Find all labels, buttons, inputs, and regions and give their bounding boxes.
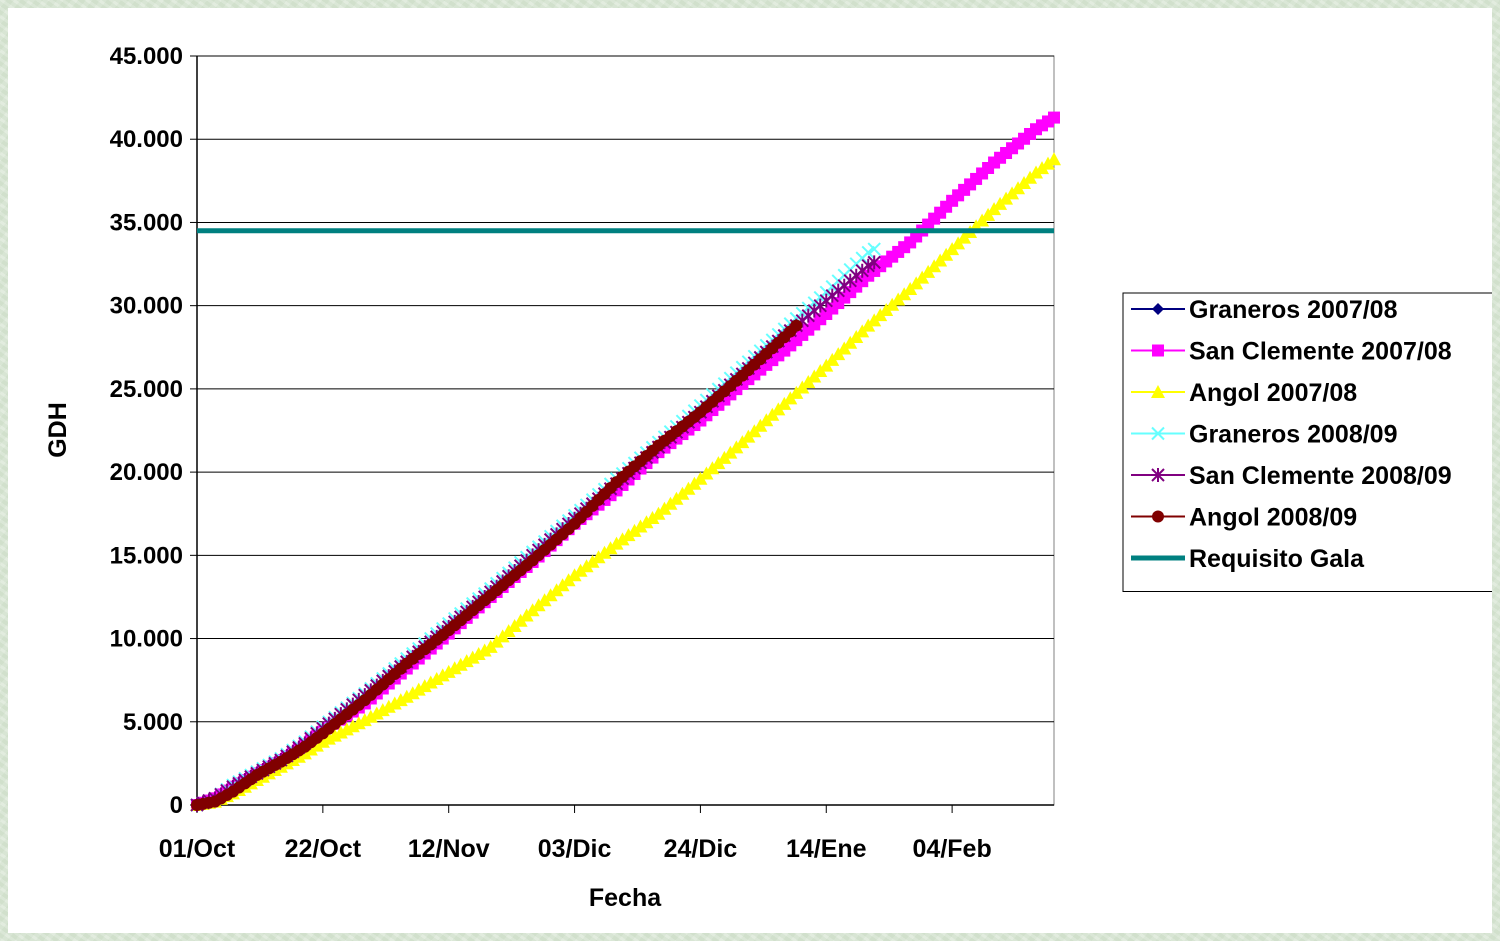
data-point [615, 532, 630, 546]
x-axis-label: Fecha [589, 884, 662, 912]
data-point [573, 563, 588, 577]
data-point [1029, 165, 1044, 179]
data-point [1041, 156, 1056, 170]
legend-marker [1151, 468, 1165, 482]
legend-box [1122, 292, 1500, 592]
data-point [453, 657, 468, 671]
legend-item: Angol 2008/09 [1131, 504, 1357, 532]
data-point [591, 550, 606, 564]
data-point [459, 654, 474, 668]
legend-label: Graneros 2008/09 [1189, 421, 1397, 449]
legend-label: Angol 2008/09 [1189, 504, 1357, 532]
gridlines [197, 55, 1054, 723]
data-point [867, 242, 881, 256]
x-axis: 01/Oct 22/Oct 12/Nov 03/Dic 24/Dic 14/Ene 04/F… [159, 804, 1054, 863]
legend-item: San Clemente 2007/08 [1131, 338, 1452, 366]
data-point [357, 713, 372, 727]
data-point [435, 668, 450, 682]
legend-item: Graneros 2007/08 [1131, 296, 1398, 324]
data-point [441, 664, 456, 678]
y-axis: 0 5.000 10.000 15.000 20.000 25.000 30.000 35.0… [110, 43, 198, 819]
data-point [417, 679, 432, 693]
x-tick-label: 04/Feb [913, 835, 992, 863]
data-point [627, 523, 642, 537]
legend-marker [1152, 303, 1164, 315]
y-tick-label: 5.000 [123, 709, 183, 736]
data-point [423, 675, 438, 689]
data-point [1047, 152, 1061, 166]
data-point [465, 650, 480, 664]
y-tick-label: 35.000 [110, 209, 183, 236]
legend: Graneros 2007/08 San Clemente 2007/08 Ango… [1122, 292, 1500, 592]
data-point [375, 703, 390, 717]
y-tick-label: 10.000 [110, 626, 183, 653]
data-point [609, 536, 624, 550]
data-point [621, 528, 636, 542]
data-point [645, 511, 660, 525]
series-layer [190, 111, 1061, 812]
y-tick-label: 45.000 [110, 43, 183, 70]
x-tick-label: 12/Nov [408, 835, 490, 863]
x-tick-label: 24/Dic [664, 835, 738, 863]
legend-item: Graneros 2008/09 [1131, 421, 1397, 449]
series-angol-2008-09 [191, 319, 803, 811]
x-tick-label: 14/Ene [786, 835, 867, 863]
data-point [369, 706, 384, 720]
y-tick-label: 15.000 [110, 542, 183, 569]
data-point [867, 255, 881, 270]
y-tick-label: 20.000 [110, 459, 183, 486]
data-point [1048, 111, 1060, 124]
y-tick-label: 30.000 [110, 293, 183, 320]
chart-area: 0 5.000 10.000 15.000 20.000 25.000 30.000 35.0… [8, 8, 1500, 933]
data-point [639, 515, 654, 529]
data-point [567, 568, 582, 582]
legend-label: San Clemente 2008/09 [1189, 462, 1452, 490]
data-point [309, 738, 324, 752]
legend-item: San Clemente 2008/09 [1131, 462, 1452, 490]
x-tick-label: 03/Dic [538, 835, 612, 863]
data-point [1035, 161, 1050, 175]
data-point [597, 545, 612, 559]
data-point [381, 699, 396, 713]
legend-marker [1152, 510, 1164, 523]
legend-label: Graneros 2007/08 [1189, 296, 1398, 324]
x-tick-label: 22/Oct [285, 835, 362, 863]
legend-marker [1151, 385, 1165, 398]
legend-label: San Clemente 2007/08 [1189, 338, 1452, 366]
plot-area [196, 55, 1055, 806]
y-tick-label: 40.000 [110, 126, 183, 153]
data-point [363, 709, 378, 723]
data-point [633, 519, 648, 533]
y-tick-label: 0 [170, 792, 183, 819]
data-point [603, 541, 618, 555]
data-point [411, 682, 426, 696]
data-point [393, 693, 408, 707]
data-point [405, 686, 420, 700]
legend-label: Angol 2007/08 [1189, 379, 1357, 407]
y-tick-label: 25.000 [110, 376, 183, 403]
data-point [387, 696, 402, 710]
x-tick-label: 01/Oct [159, 835, 236, 863]
data-point [471, 647, 486, 661]
legend-item: Angol 2007/08 [1131, 379, 1357, 407]
data-point [790, 319, 803, 332]
legend-item: Requisito Gala [1131, 545, 1365, 573]
y-axis-label: GDH [44, 402, 72, 458]
data-point [579, 559, 594, 573]
data-point [447, 661, 462, 675]
data-point [429, 671, 444, 685]
legend-marker [1151, 426, 1165, 441]
line-chart: 0 5.000 10.000 15.000 20.000 25.000 30.000 35.0… [44, 43, 1500, 912]
legend-marker [1152, 344, 1164, 357]
data-point [477, 643, 492, 657]
data-point [585, 554, 600, 568]
legend-label: Requisito Gala [1189, 545, 1365, 573]
data-point [399, 689, 414, 703]
